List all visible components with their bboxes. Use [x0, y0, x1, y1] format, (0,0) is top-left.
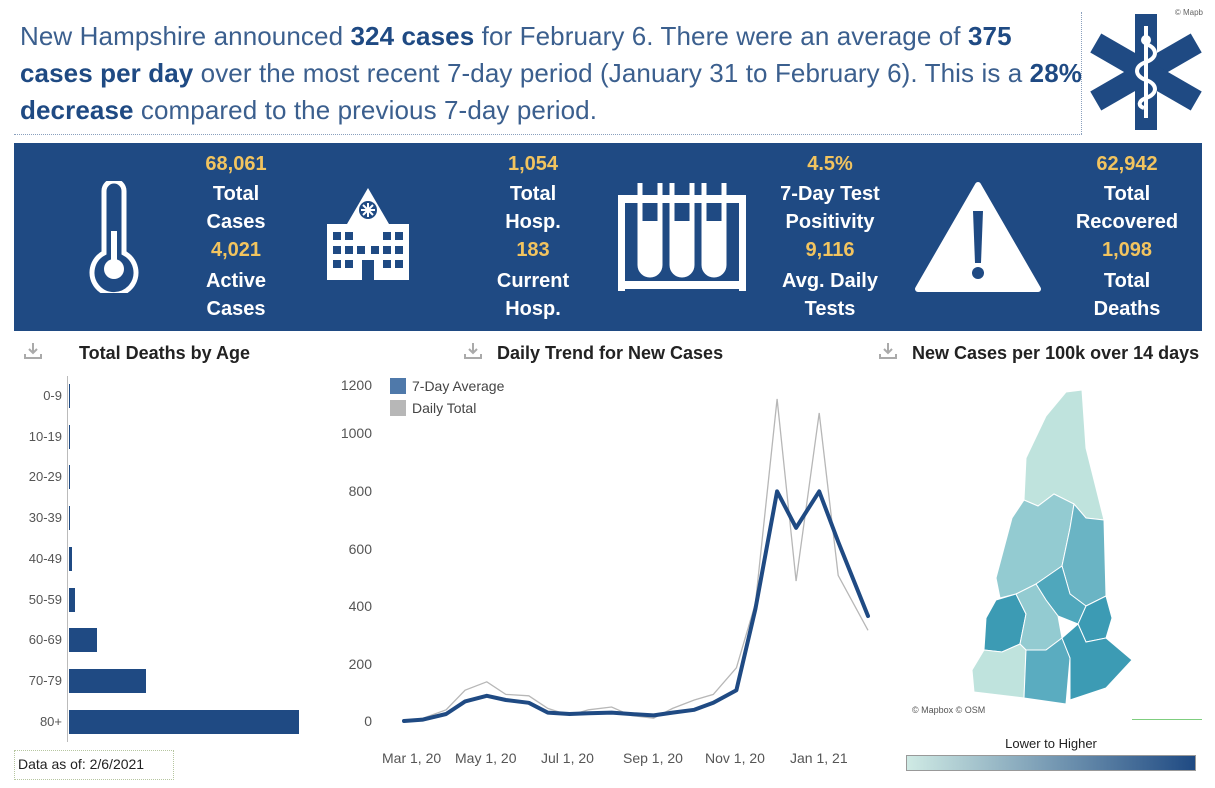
age-bar[interactable]: [69, 546, 72, 571]
county-cheshire: [971, 643, 1027, 699]
y-tick: 200: [348, 656, 372, 672]
age-label: 60-69: [28, 632, 62, 648]
age-label: 10-19: [28, 428, 62, 444]
current-hosp-label-1: Current: [496, 270, 570, 292]
attribution-top: © Mapb: [1174, 8, 1203, 17]
headline-divider: [14, 134, 1082, 135]
download-icon[interactable]: [879, 342, 897, 360]
test-tubes-icon: [618, 183, 746, 291]
total-cases-label-1: Total: [212, 183, 260, 205]
y-tick: 1200: [340, 377, 372, 393]
total-deaths-label-2: Deaths: [1093, 298, 1161, 320]
headline-cases: 324 cases: [350, 21, 475, 51]
daily-trend-title: Daily Trend for New Cases: [497, 343, 724, 363]
x-tick: Mar 1, 20: [382, 750, 442, 766]
bars-axis: [67, 376, 68, 742]
y-tick: 1000: [340, 425, 372, 441]
y-tick: 600: [348, 541, 372, 557]
nh-county-map[interactable]: [966, 388, 1136, 708]
hospital-icon: [327, 188, 409, 280]
age-bar[interactable]: [69, 709, 299, 734]
total-cases-label-2: Cases: [206, 211, 266, 233]
x-tick: Jul 1, 20: [541, 750, 594, 766]
headline-change: 28% decrease: [20, 58, 1082, 125]
total-recovered-label-2: Recovered: [1075, 211, 1179, 233]
color-scale-bar: [906, 755, 1196, 771]
legend-daily[interactable]: Daily Total: [412, 400, 477, 416]
avg-tests-label-1: Avg. Daily: [782, 270, 878, 292]
y-tick: 800: [348, 483, 372, 499]
current-hosp-label-2: Hosp.: [505, 298, 561, 320]
age-label: 40-49: [28, 550, 62, 566]
total-recovered-label-1: Total: [1103, 183, 1151, 205]
age-bar[interactable]: [69, 424, 70, 449]
age-label: 30-39: [28, 510, 62, 526]
y-tick: 400: [348, 598, 372, 614]
age-label: 80+: [39, 713, 62, 729]
series-daily-total: [403, 398, 869, 722]
current-hosp-value: 183: [516, 239, 550, 261]
age-bar[interactable]: [69, 506, 70, 531]
total-deaths-value: 1,098: [1101, 239, 1153, 261]
age-label: 20-29: [28, 469, 62, 485]
age-label: 70-79: [28, 672, 62, 688]
map-attribution: © Mapbox © OSM: [912, 705, 986, 715]
positivity-label-2: Positivity: [785, 211, 875, 233]
county-rockingham: [1061, 623, 1133, 701]
age-label: 50-59: [28, 591, 62, 607]
age-bar[interactable]: [69, 628, 98, 653]
total-cases-value: 68,061: [205, 153, 267, 175]
active-cases-value: 4,021: [210, 239, 262, 261]
warning-icon: [915, 182, 1041, 292]
headline-average: 375 cases per day: [20, 21, 1012, 88]
map-title: New Cases per 100k over 14 days: [912, 343, 1200, 363]
map-divider: [1132, 719, 1202, 720]
total-hosp-label-1: Total: [509, 183, 557, 205]
data-asof-frame: [14, 750, 174, 780]
star-of-life-icon: [1090, 14, 1202, 130]
age-bar[interactable]: [69, 465, 70, 490]
age-bar[interactable]: [69, 384, 70, 408]
total-hosp-label-2: Hosp.: [505, 211, 561, 233]
deaths-by-age-title: Total Deaths by Age: [79, 343, 251, 363]
active-cases-label-1: Active: [205, 270, 267, 292]
age-bar[interactable]: [69, 668, 146, 693]
thermometer-icon: [89, 181, 139, 293]
legend-average[interactable]: 7-Day Average: [412, 378, 505, 394]
active-cases-label-2: Cases: [206, 298, 266, 320]
scale-label: Lower to Higher: [1005, 736, 1097, 751]
total-deaths-label-1: Total: [1103, 270, 1151, 292]
daily-trend-chart: [402, 398, 870, 723]
x-tick: May 1, 20: [455, 750, 517, 766]
positivity-value: 4.5%: [807, 153, 853, 175]
x-tick: Sep 1, 20: [623, 750, 683, 766]
data-asof: Data as of: 2/6/2021: [18, 756, 145, 772]
series-7-day-average: [402, 489, 870, 723]
positivity-label-1: 7-Day Test: [780, 183, 880, 205]
avg-tests-label-2: Tests: [804, 298, 856, 320]
x-tick: Jan 1, 21: [790, 750, 848, 766]
headline-text: New Hampshire announced 324 cases for Fe…: [20, 21, 1082, 125]
total-recovered-value: 62,942: [1096, 153, 1158, 175]
legend-swatch-daily: [390, 400, 406, 416]
x-tick: Nov 1, 20: [705, 750, 765, 766]
y-tick: 0: [364, 713, 372, 729]
download-icon[interactable]: [24, 342, 42, 360]
age-label: 0-9: [43, 388, 62, 403]
age-bar[interactable]: [69, 587, 75, 612]
headline-divider-right: [1081, 12, 1082, 134]
download-icon[interactable]: [464, 342, 482, 360]
total-hosp-value: 1,054: [507, 153, 559, 175]
avg-tests-value: 9,116: [805, 239, 855, 261]
legend-swatch-average: [390, 378, 406, 394]
